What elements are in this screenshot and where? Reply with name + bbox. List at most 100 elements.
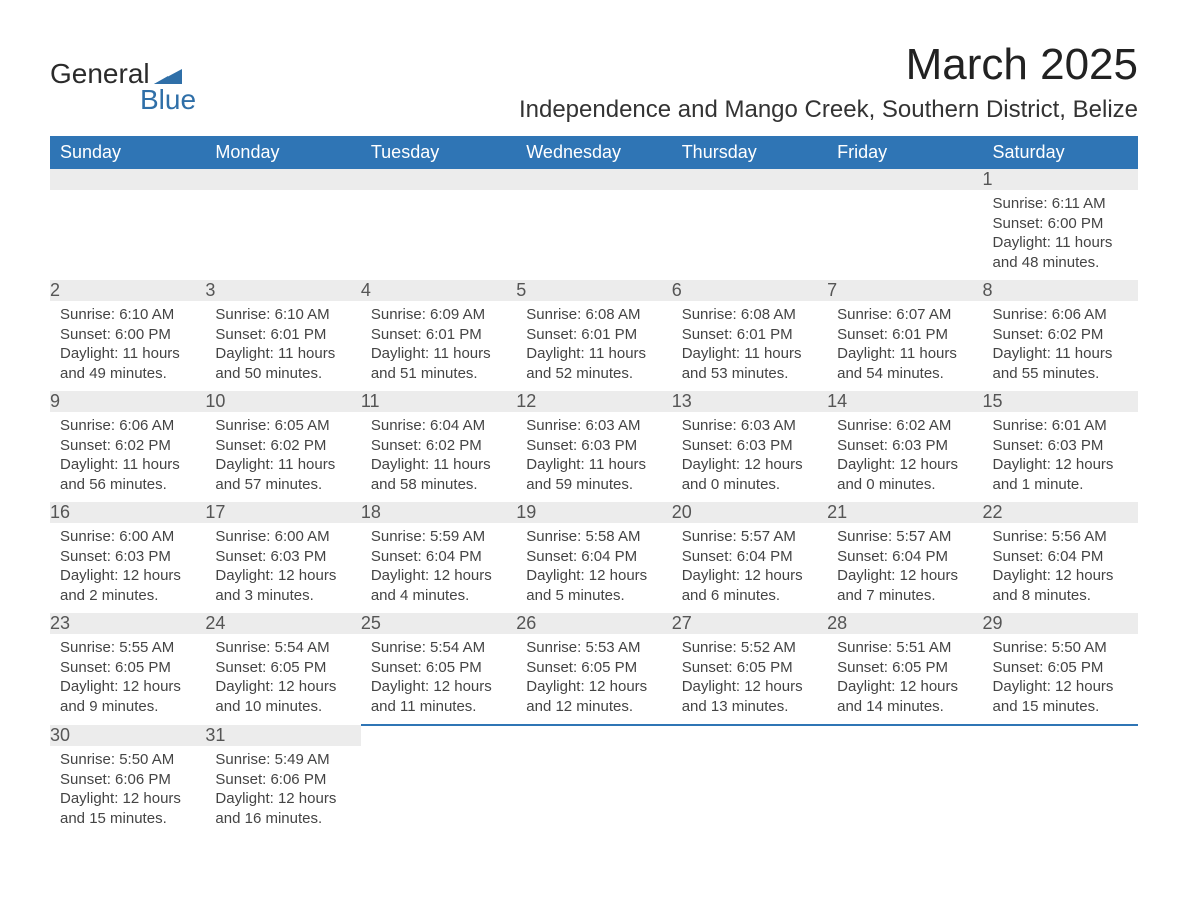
day-content bbox=[205, 190, 360, 260]
day-cell: Sunrise: 6:06 AMSunset: 6:02 PMDaylight:… bbox=[983, 301, 1138, 391]
sunrise-text: Sunrise: 6:10 AM bbox=[215, 305, 350, 325]
day-cell bbox=[50, 190, 205, 280]
day-content bbox=[672, 746, 827, 816]
header: General Blue March 2025 Independence and… bbox=[50, 40, 1138, 124]
week-content-row: Sunrise: 6:11 AMSunset: 6:00 PMDaylight:… bbox=[50, 190, 1138, 280]
day-content: Sunrise: 5:58 AMSunset: 6:04 PMDaylight:… bbox=[516, 523, 671, 613]
day-number: 29 bbox=[983, 613, 1138, 634]
week-content-row: Sunrise: 6:10 AMSunset: 6:00 PMDaylight:… bbox=[50, 301, 1138, 391]
day-content bbox=[361, 190, 516, 260]
day-number: 19 bbox=[516, 502, 671, 523]
day-cell: Sunrise: 5:57 AMSunset: 6:04 PMDaylight:… bbox=[827, 523, 982, 613]
week-daynum-row: 3031 bbox=[50, 725, 1138, 746]
daylight-text: Daylight: 12 hours and 2 minutes. bbox=[60, 566, 195, 605]
sunset-text: Sunset: 6:02 PM bbox=[215, 436, 350, 456]
day-cell: Sunrise: 6:10 AMSunset: 6:01 PMDaylight:… bbox=[205, 301, 360, 391]
sunrise-text: Sunrise: 5:54 AM bbox=[371, 638, 506, 658]
day-content: Sunrise: 5:52 AMSunset: 6:05 PMDaylight:… bbox=[672, 634, 827, 724]
day-number: 26 bbox=[516, 613, 671, 634]
daylight-text: Daylight: 11 hours and 52 minutes. bbox=[526, 344, 661, 383]
sunrise-text: Sunrise: 6:06 AM bbox=[60, 416, 195, 436]
day-cell bbox=[361, 746, 516, 836]
logo: General Blue bbox=[50, 58, 196, 116]
day-content: Sunrise: 5:54 AMSunset: 6:05 PMDaylight:… bbox=[361, 634, 516, 724]
sunset-text: Sunset: 6:06 PM bbox=[215, 770, 350, 790]
sunrise-text: Sunrise: 5:57 AM bbox=[682, 527, 817, 547]
day-number: 3 bbox=[205, 280, 360, 301]
day-number: 30 bbox=[50, 725, 205, 746]
day-cell: Sunrise: 5:50 AMSunset: 6:05 PMDaylight:… bbox=[983, 634, 1138, 725]
day-number: 4 bbox=[361, 280, 516, 301]
day-number bbox=[516, 169, 671, 190]
daylight-text: Daylight: 12 hours and 7 minutes. bbox=[837, 566, 972, 605]
day-number: 15 bbox=[983, 391, 1138, 412]
day-cell: Sunrise: 5:58 AMSunset: 6:04 PMDaylight:… bbox=[516, 523, 671, 613]
day-content: Sunrise: 6:01 AMSunset: 6:03 PMDaylight:… bbox=[983, 412, 1138, 502]
daylight-text: Daylight: 11 hours and 53 minutes. bbox=[682, 344, 817, 383]
day-number: 13 bbox=[672, 391, 827, 412]
daylight-text: Daylight: 12 hours and 10 minutes. bbox=[215, 677, 350, 716]
day-number: 21 bbox=[827, 502, 982, 523]
day-cell bbox=[827, 190, 982, 280]
day-content: Sunrise: 6:04 AMSunset: 6:02 PMDaylight:… bbox=[361, 412, 516, 502]
sunset-text: Sunset: 6:01 PM bbox=[837, 325, 972, 345]
daylight-text: Daylight: 12 hours and 1 minute. bbox=[993, 455, 1128, 494]
day-number bbox=[672, 169, 827, 190]
daylight-text: Daylight: 12 hours and 11 minutes. bbox=[371, 677, 506, 716]
daylight-text: Daylight: 11 hours and 58 minutes. bbox=[371, 455, 506, 494]
day-cell: Sunrise: 6:02 AMSunset: 6:03 PMDaylight:… bbox=[827, 412, 982, 502]
day-number: 6 bbox=[672, 280, 827, 301]
sunrise-text: Sunrise: 6:07 AM bbox=[837, 305, 972, 325]
month-title: March 2025 bbox=[519, 40, 1138, 90]
day-header: Monday bbox=[205, 136, 360, 169]
day-cell bbox=[516, 746, 671, 836]
sunset-text: Sunset: 6:01 PM bbox=[215, 325, 350, 345]
day-content: Sunrise: 5:51 AMSunset: 6:05 PMDaylight:… bbox=[827, 634, 982, 724]
sunrise-text: Sunrise: 5:51 AM bbox=[837, 638, 972, 658]
day-content bbox=[361, 746, 516, 816]
day-content: Sunrise: 5:55 AMSunset: 6:05 PMDaylight:… bbox=[50, 634, 205, 724]
sunrise-text: Sunrise: 5:59 AM bbox=[371, 527, 506, 547]
sunrise-text: Sunrise: 5:49 AM bbox=[215, 750, 350, 770]
logo-text-blue: Blue bbox=[140, 84, 196, 116]
day-number: 31 bbox=[205, 725, 360, 746]
sunset-text: Sunset: 6:05 PM bbox=[215, 658, 350, 678]
daylight-text: Daylight: 12 hours and 9 minutes. bbox=[60, 677, 195, 716]
sunset-text: Sunset: 6:01 PM bbox=[682, 325, 817, 345]
day-content: Sunrise: 6:11 AMSunset: 6:00 PMDaylight:… bbox=[983, 190, 1138, 280]
day-content: Sunrise: 5:59 AMSunset: 6:04 PMDaylight:… bbox=[361, 523, 516, 613]
day-cell: Sunrise: 6:08 AMSunset: 6:01 PMDaylight:… bbox=[516, 301, 671, 391]
day-content bbox=[50, 190, 205, 260]
daylight-text: Daylight: 12 hours and 4 minutes. bbox=[371, 566, 506, 605]
sunrise-text: Sunrise: 6:09 AM bbox=[371, 305, 506, 325]
day-header: Friday bbox=[827, 136, 982, 169]
day-cell: Sunrise: 5:54 AMSunset: 6:05 PMDaylight:… bbox=[361, 634, 516, 725]
daylight-text: Daylight: 11 hours and 57 minutes. bbox=[215, 455, 350, 494]
sunrise-text: Sunrise: 6:00 AM bbox=[215, 527, 350, 547]
daylight-text: Daylight: 12 hours and 15 minutes. bbox=[993, 677, 1128, 716]
sunset-text: Sunset: 6:04 PM bbox=[371, 547, 506, 567]
sunset-text: Sunset: 6:01 PM bbox=[526, 325, 661, 345]
calendar-body: 1Sunrise: 6:11 AMSunset: 6:00 PMDaylight… bbox=[50, 169, 1138, 836]
day-cell bbox=[516, 190, 671, 280]
day-number: 28 bbox=[827, 613, 982, 634]
sunset-text: Sunset: 6:04 PM bbox=[526, 547, 661, 567]
sunrise-text: Sunrise: 6:10 AM bbox=[60, 305, 195, 325]
day-content: Sunrise: 5:53 AMSunset: 6:05 PMDaylight:… bbox=[516, 634, 671, 724]
sunrise-text: Sunrise: 6:08 AM bbox=[682, 305, 817, 325]
week-daynum-row: 23242526272829 bbox=[50, 613, 1138, 634]
day-content bbox=[827, 190, 982, 260]
daylight-text: Daylight: 11 hours and 59 minutes. bbox=[526, 455, 661, 494]
day-number: 22 bbox=[983, 502, 1138, 523]
daylight-text: Daylight: 12 hours and 12 minutes. bbox=[526, 677, 661, 716]
sunrise-text: Sunrise: 6:03 AM bbox=[682, 416, 817, 436]
day-cell: Sunrise: 5:54 AMSunset: 6:05 PMDaylight:… bbox=[205, 634, 360, 725]
week-daynum-row: 16171819202122 bbox=[50, 502, 1138, 523]
sunrise-text: Sunrise: 5:53 AM bbox=[526, 638, 661, 658]
sunset-text: Sunset: 6:02 PM bbox=[371, 436, 506, 456]
day-cell: Sunrise: 6:00 AMSunset: 6:03 PMDaylight:… bbox=[205, 523, 360, 613]
day-cell: Sunrise: 6:00 AMSunset: 6:03 PMDaylight:… bbox=[50, 523, 205, 613]
day-cell: Sunrise: 5:59 AMSunset: 6:04 PMDaylight:… bbox=[361, 523, 516, 613]
sunrise-text: Sunrise: 6:06 AM bbox=[993, 305, 1128, 325]
day-content: Sunrise: 5:50 AMSunset: 6:06 PMDaylight:… bbox=[50, 746, 205, 836]
